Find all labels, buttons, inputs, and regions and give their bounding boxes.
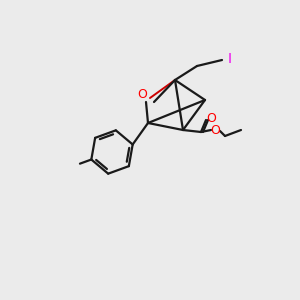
Text: I: I <box>228 52 232 66</box>
Text: O: O <box>206 112 216 124</box>
Text: O: O <box>137 88 147 101</box>
Text: O: O <box>210 124 220 136</box>
